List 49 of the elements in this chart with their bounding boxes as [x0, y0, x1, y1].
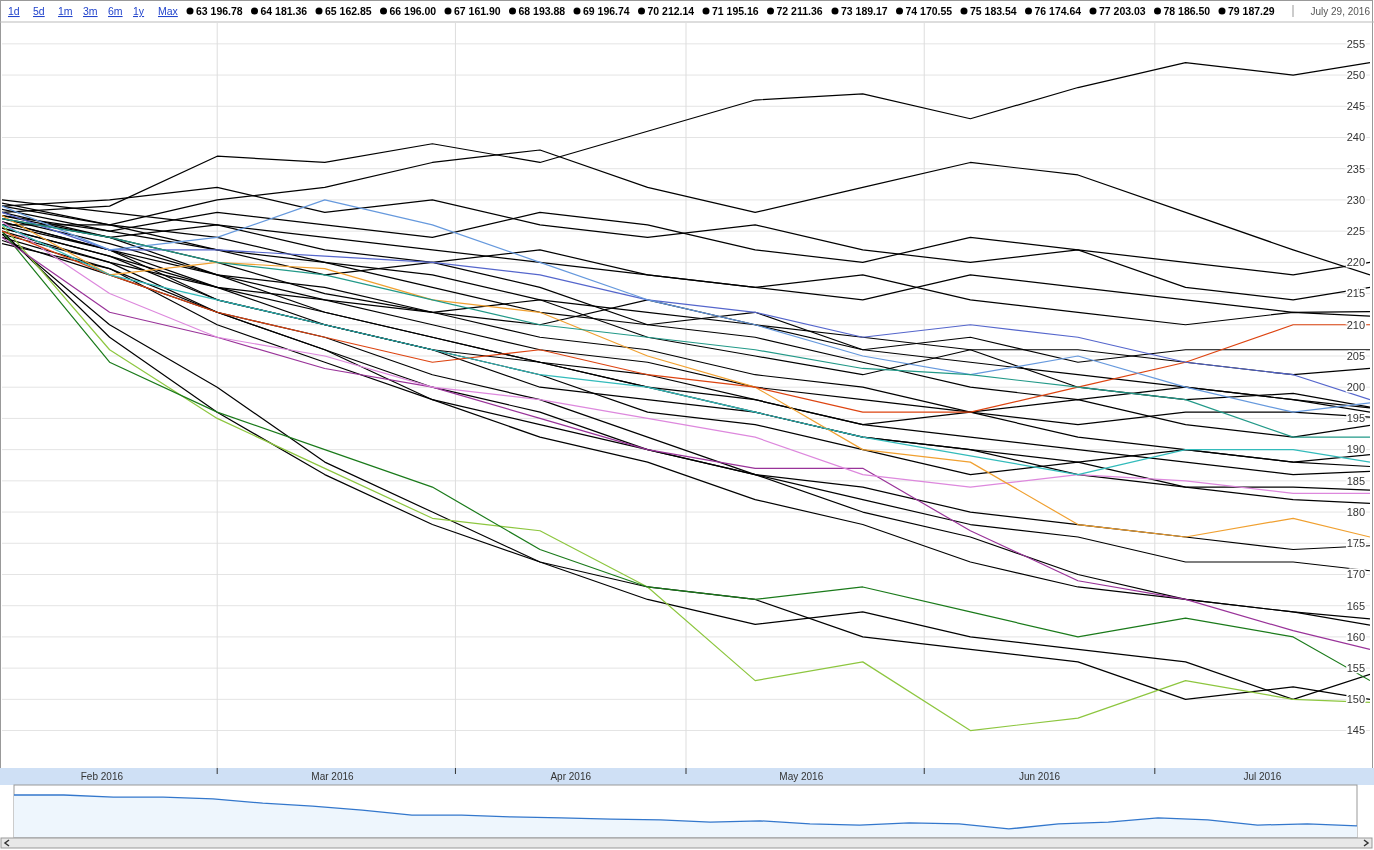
- y-tick-label: 225: [1346, 224, 1365, 237]
- y-tick-label: 240: [1346, 131, 1365, 144]
- y-tick-label: 235: [1346, 162, 1365, 175]
- legend-label: 73 189.17: [841, 5, 888, 17]
- x-tick-label: Jun 2016: [1018, 771, 1061, 782]
- y-tick-label: 185: [1346, 474, 1365, 487]
- text: 3m: [83, 5, 98, 17]
- y-tick-label: 200: [1346, 381, 1365, 394]
- y-tick-label: 190: [1346, 443, 1365, 456]
- y-tick-label: 155: [1346, 661, 1365, 674]
- y-tick-label: 250: [1346, 68, 1365, 81]
- legend-label: 70 212.14: [647, 5, 695, 17]
- text: 1m: [58, 5, 73, 17]
- legend-label: 71 195.16: [712, 5, 759, 17]
- legend-label: 64 181.36: [260, 5, 308, 17]
- y-tick-label: 230: [1346, 193, 1365, 206]
- y-tick-label: 170: [1346, 568, 1365, 581]
- text: 5d: [33, 5, 45, 17]
- y-tick-label: 245: [1346, 100, 1365, 113]
- legend-label: 65 162.85: [325, 5, 372, 17]
- text: Max: [158, 5, 179, 17]
- legend-label: 63 196.78: [196, 5, 243, 17]
- y-tick-label: 180: [1346, 505, 1365, 518]
- legend-label: 67 161.90: [454, 5, 501, 17]
- y-tick-label: 145: [1346, 724, 1365, 737]
- y-tick-label: 215: [1346, 287, 1365, 300]
- y-tick-label: 255: [1346, 37, 1365, 50]
- text: July 29, 2016: [1310, 6, 1371, 17]
- x-tick-label: Apr 2016: [550, 771, 592, 782]
- legend-label: 69 196.74: [583, 5, 630, 17]
- legend-label: 66 196.00: [389, 5, 437, 17]
- text: 6m: [108, 5, 123, 17]
- legend-label: 78 186.50: [1163, 5, 1211, 17]
- legend-label: 75 183.54: [970, 5, 1017, 17]
- legend-label: 77 203.03: [1099, 5, 1146, 17]
- legend-label: 74 170.55: [905, 5, 953, 17]
- x-tick-label: Mar 2016: [311, 771, 355, 782]
- x-tick-label: May 2016: [779, 771, 824, 782]
- y-tick-label: 165: [1346, 599, 1365, 612]
- y-tick-label: 205: [1346, 349, 1365, 362]
- legend-label: 72 211.36: [776, 5, 823, 17]
- x-tick-label: Jul 2016: [1243, 771, 1282, 782]
- legend-label: 76 174.64: [1034, 5, 1082, 17]
- legend-label: 79 187.29: [1228, 5, 1275, 17]
- text: 1d: [8, 5, 20, 17]
- x-tick-label: Feb 2016: [80, 771, 124, 782]
- legend-label: 68 193.88: [518, 5, 566, 17]
- y-tick-label: 160: [1346, 630, 1365, 643]
- text: 1y: [133, 5, 145, 17]
